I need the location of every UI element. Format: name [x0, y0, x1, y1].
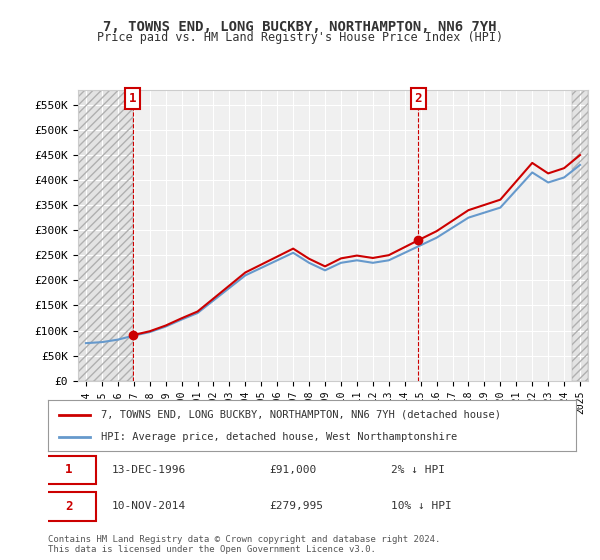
Text: 7, TOWNS END, LONG BUCKBY, NORTHAMPTON, NN6 7YH: 7, TOWNS END, LONG BUCKBY, NORTHAMPTON, …: [103, 20, 497, 34]
Text: 2% ↓ HPI: 2% ↓ HPI: [391, 465, 445, 475]
Text: 1: 1: [65, 464, 73, 477]
Text: 2: 2: [415, 92, 422, 105]
Text: HPI: Average price, detached house, West Northamptonshire: HPI: Average price, detached house, West…: [101, 432, 457, 442]
Text: 10-NOV-2014: 10-NOV-2014: [112, 501, 185, 511]
Text: Price paid vs. HM Land Registry's House Price Index (HPI): Price paid vs. HM Land Registry's House …: [97, 31, 503, 44]
Text: 2: 2: [65, 500, 73, 513]
Text: 10% ↓ HPI: 10% ↓ HPI: [391, 501, 452, 511]
FancyBboxPatch shape: [43, 456, 95, 484]
FancyBboxPatch shape: [43, 492, 95, 521]
Text: 13-DEC-1996: 13-DEC-1996: [112, 465, 185, 475]
Text: £91,000: £91,000: [270, 465, 317, 475]
Text: £279,995: £279,995: [270, 501, 324, 511]
Text: 7, TOWNS END, LONG BUCKBY, NORTHAMPTON, NN6 7YH (detached house): 7, TOWNS END, LONG BUCKBY, NORTHAMPTON, …: [101, 409, 501, 419]
Text: 1: 1: [129, 92, 137, 105]
Text: Contains HM Land Registry data © Crown copyright and database right 2024.
This d: Contains HM Land Registry data © Crown c…: [48, 535, 440, 554]
